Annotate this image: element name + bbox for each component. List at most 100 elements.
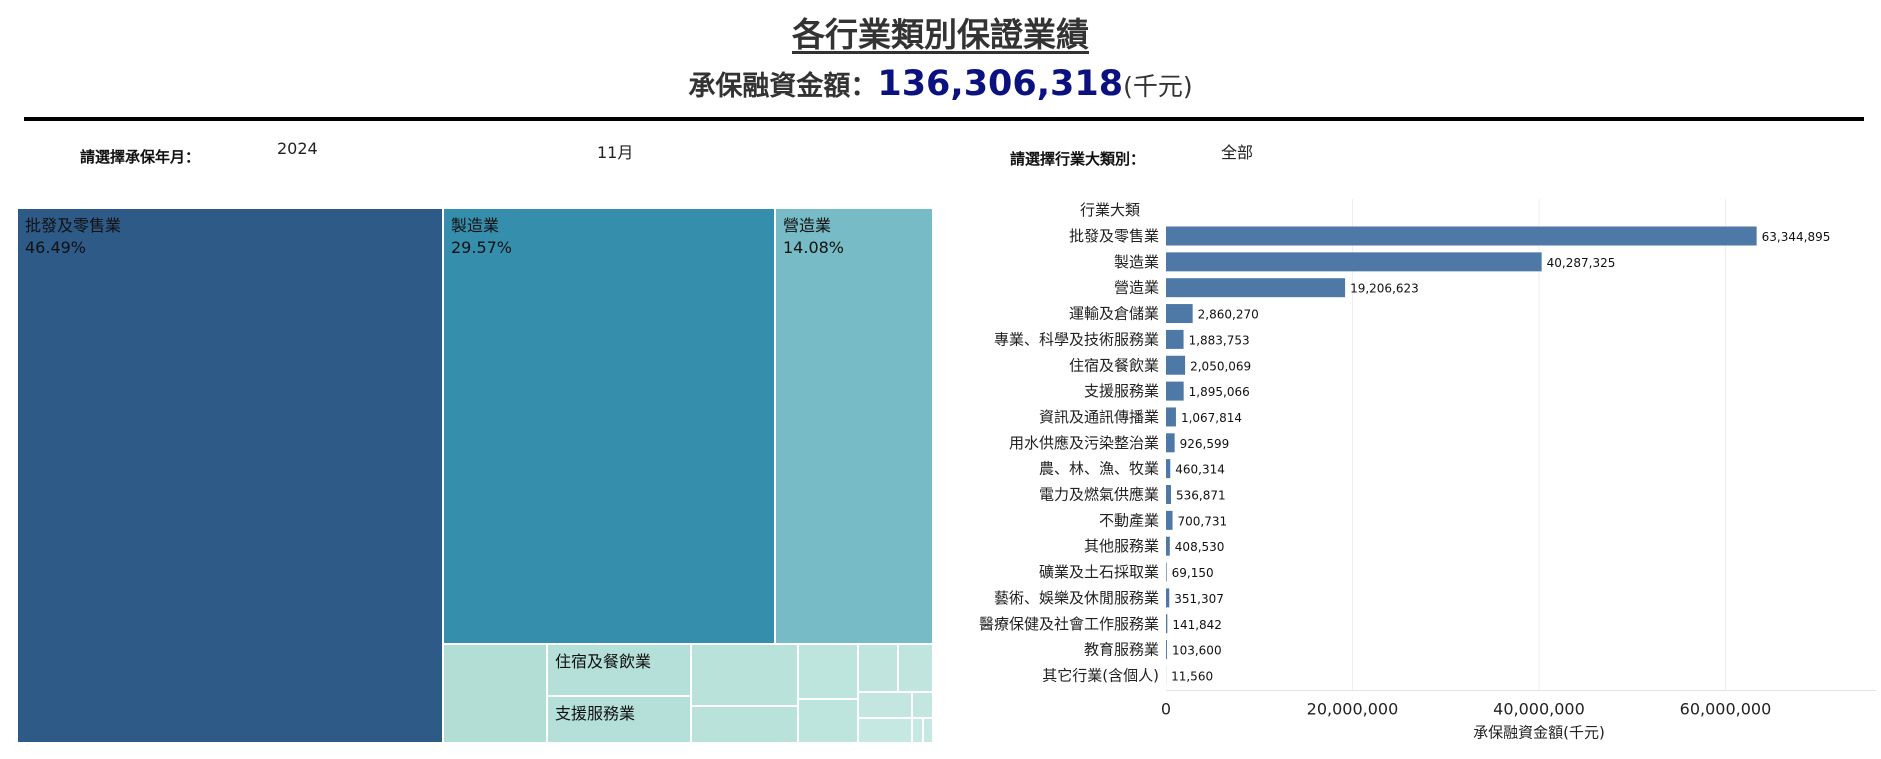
data-label: 2,050,069 [1190, 359, 1251, 373]
bar [1166, 304, 1193, 323]
treemap-cell-electricity[interactable] [858, 644, 898, 692]
treemap-cell-realestate[interactable] [798, 699, 858, 743]
category-label: 其它行業(含個人) [1042, 666, 1159, 684]
data-label: 19,206,623 [1350, 282, 1419, 296]
category-label: 運輸及倉儲業 [1069, 305, 1159, 323]
treemap-cell-other-services[interactable] [858, 692, 912, 718]
treemap-cell-water[interactable] [798, 644, 858, 699]
bar [1166, 356, 1185, 375]
data-label: 11,560 [1171, 669, 1213, 683]
bar [1166, 588, 1169, 607]
data-label: 69,150 [1172, 566, 1214, 580]
industry-selector[interactable]: 全部 [1221, 139, 1253, 163]
treemap-cell-education[interactable] [912, 718, 923, 743]
treemap-cell-mining[interactable] [923, 718, 933, 743]
amount-label: 承保融資金額： [688, 71, 877, 102]
grid-layer [1166, 199, 1876, 690]
data-label: 460,314 [1175, 463, 1225, 477]
bar-layer [1166, 227, 1757, 685]
treemap-cell-professional[interactable] [691, 644, 798, 706]
total-amount-line: 承保融資金額：136,306,318(千元) [0, 64, 1881, 104]
bar [1166, 563, 1167, 582]
data-label: 40,287,325 [1547, 256, 1616, 270]
title-divider [24, 117, 1864, 121]
bar [1166, 407, 1176, 426]
treemap-share: 29.57% [451, 237, 512, 259]
data-label: 351,307 [1174, 592, 1224, 606]
data-label: 1,883,753 [1189, 333, 1250, 347]
data-label: 926,599 [1180, 437, 1230, 451]
x-axis-title: 承保融資金額(千元) [1473, 723, 1605, 741]
treemap-cell-transport[interactable] [443, 644, 547, 743]
treemap-label: 製造業 [451, 216, 499, 235]
bar [1166, 537, 1170, 556]
category-label: 支援服務業 [1084, 382, 1159, 400]
x-tick-label: 20,000,000 [1307, 699, 1399, 718]
treemap-label: 支援服務業 [555, 704, 635, 723]
category-label: 醫療保健及社會工作服務業 [979, 615, 1159, 633]
category-label: 專業、科學及技術服務業 [994, 330, 1159, 348]
bar [1166, 485, 1171, 504]
treemap-cell-arts[interactable] [912, 692, 933, 718]
bar [1166, 227, 1757, 246]
industry-filter-label: 請選擇行業大類別： [1010, 148, 1145, 169]
category-label: 批發及零售業 [1069, 227, 1159, 245]
bar [1166, 252, 1542, 271]
treemap-cell-accommodation[interactable]: 住宿及餐飲業 [547, 644, 691, 696]
x-tick-label: 0 [1161, 699, 1171, 718]
treemap-share: 46.49% [25, 237, 121, 259]
amount-value: 136,306,318 [877, 64, 1123, 104]
label-layer: 0 20,000,000 40,000,000 60,000,000 承保融資金額(千元… [979, 201, 1830, 741]
bar [1166, 330, 1184, 349]
category-header: 行業大類 [1080, 201, 1140, 219]
treemap-cell-support-services[interactable]: 支援服務業 [547, 696, 691, 743]
category-label: 住宿及餐飲業 [1069, 356, 1159, 374]
category-label: 其他服務業 [1084, 537, 1159, 555]
category-label: 資訊及通訊傳播業 [1039, 408, 1159, 426]
treemap-cell-wholesale-retail[interactable]: 批發及零售業 46.49% [17, 208, 443, 743]
data-label: 103,600 [1172, 644, 1222, 658]
bar [1166, 640, 1167, 659]
treemap-cell-health[interactable] [858, 718, 912, 743]
bar-chart-svg: 0 20,000,000 40,000,000 60,000,000 承保融資金額(千元… [950, 195, 1870, 755]
data-label: 1,895,066 [1189, 385, 1250, 399]
treemap-label: 批發及零售業 [25, 216, 121, 235]
x-tick-label: 60,000,000 [1680, 699, 1772, 718]
page-title: 各行業類別保證業績 [0, 8, 1881, 56]
treemap-cell-agriculture[interactable] [898, 644, 933, 692]
category-label: 農、林、漁、牧業 [1039, 460, 1159, 478]
category-label: 電力及燃氣供應業 [1039, 486, 1159, 504]
bar [1166, 459, 1170, 478]
category-label: 礦業及土石採取業 [1039, 563, 1159, 581]
date-filter-label: 請選擇承保年月： [80, 146, 200, 167]
bar [1166, 511, 1173, 530]
treemap-cell-info-comm[interactable] [691, 706, 798, 743]
treemap-share: 14.08% [783, 237, 844, 259]
data-label: 1,067,814 [1181, 411, 1242, 425]
year-selector[interactable]: 2024 [277, 139, 318, 158]
category-label: 教育服務業 [1084, 641, 1159, 659]
data-label: 408,530 [1175, 540, 1225, 554]
data-label: 536,871 [1176, 489, 1226, 503]
treemap-cell-manufacturing[interactable]: 製造業 29.57% [443, 208, 775, 644]
category-label: 用水供應及污染整治業 [1009, 434, 1159, 452]
category-label: 藝術、娛樂及休閒服務業 [994, 589, 1159, 607]
treemap-cell-construction[interactable]: 營造業 14.08% [775, 208, 933, 644]
data-label: 63,344,895 [1762, 230, 1831, 244]
industry-bar-chart: 0 20,000,000 40,000,000 60,000,000 承保融資金額(千元… [950, 195, 1870, 755]
bar [1166, 433, 1175, 452]
treemap-label: 住宿及餐飲業 [555, 652, 651, 671]
data-label: 141,842 [1172, 618, 1222, 632]
bar [1166, 614, 1167, 633]
category-label: 不動產業 [1099, 511, 1159, 529]
data-label: 700,731 [1178, 514, 1228, 528]
category-label: 營造業 [1114, 279, 1159, 297]
month-selector[interactable]: 11月 [597, 139, 633, 163]
bar [1166, 382, 1184, 401]
x-tick-label: 40,000,000 [1493, 699, 1585, 718]
bar [1166, 278, 1345, 297]
treemap-label: 營造業 [783, 216, 831, 235]
data-label: 2,860,270 [1198, 308, 1259, 322]
amount-unit: (千元) [1123, 72, 1193, 101]
